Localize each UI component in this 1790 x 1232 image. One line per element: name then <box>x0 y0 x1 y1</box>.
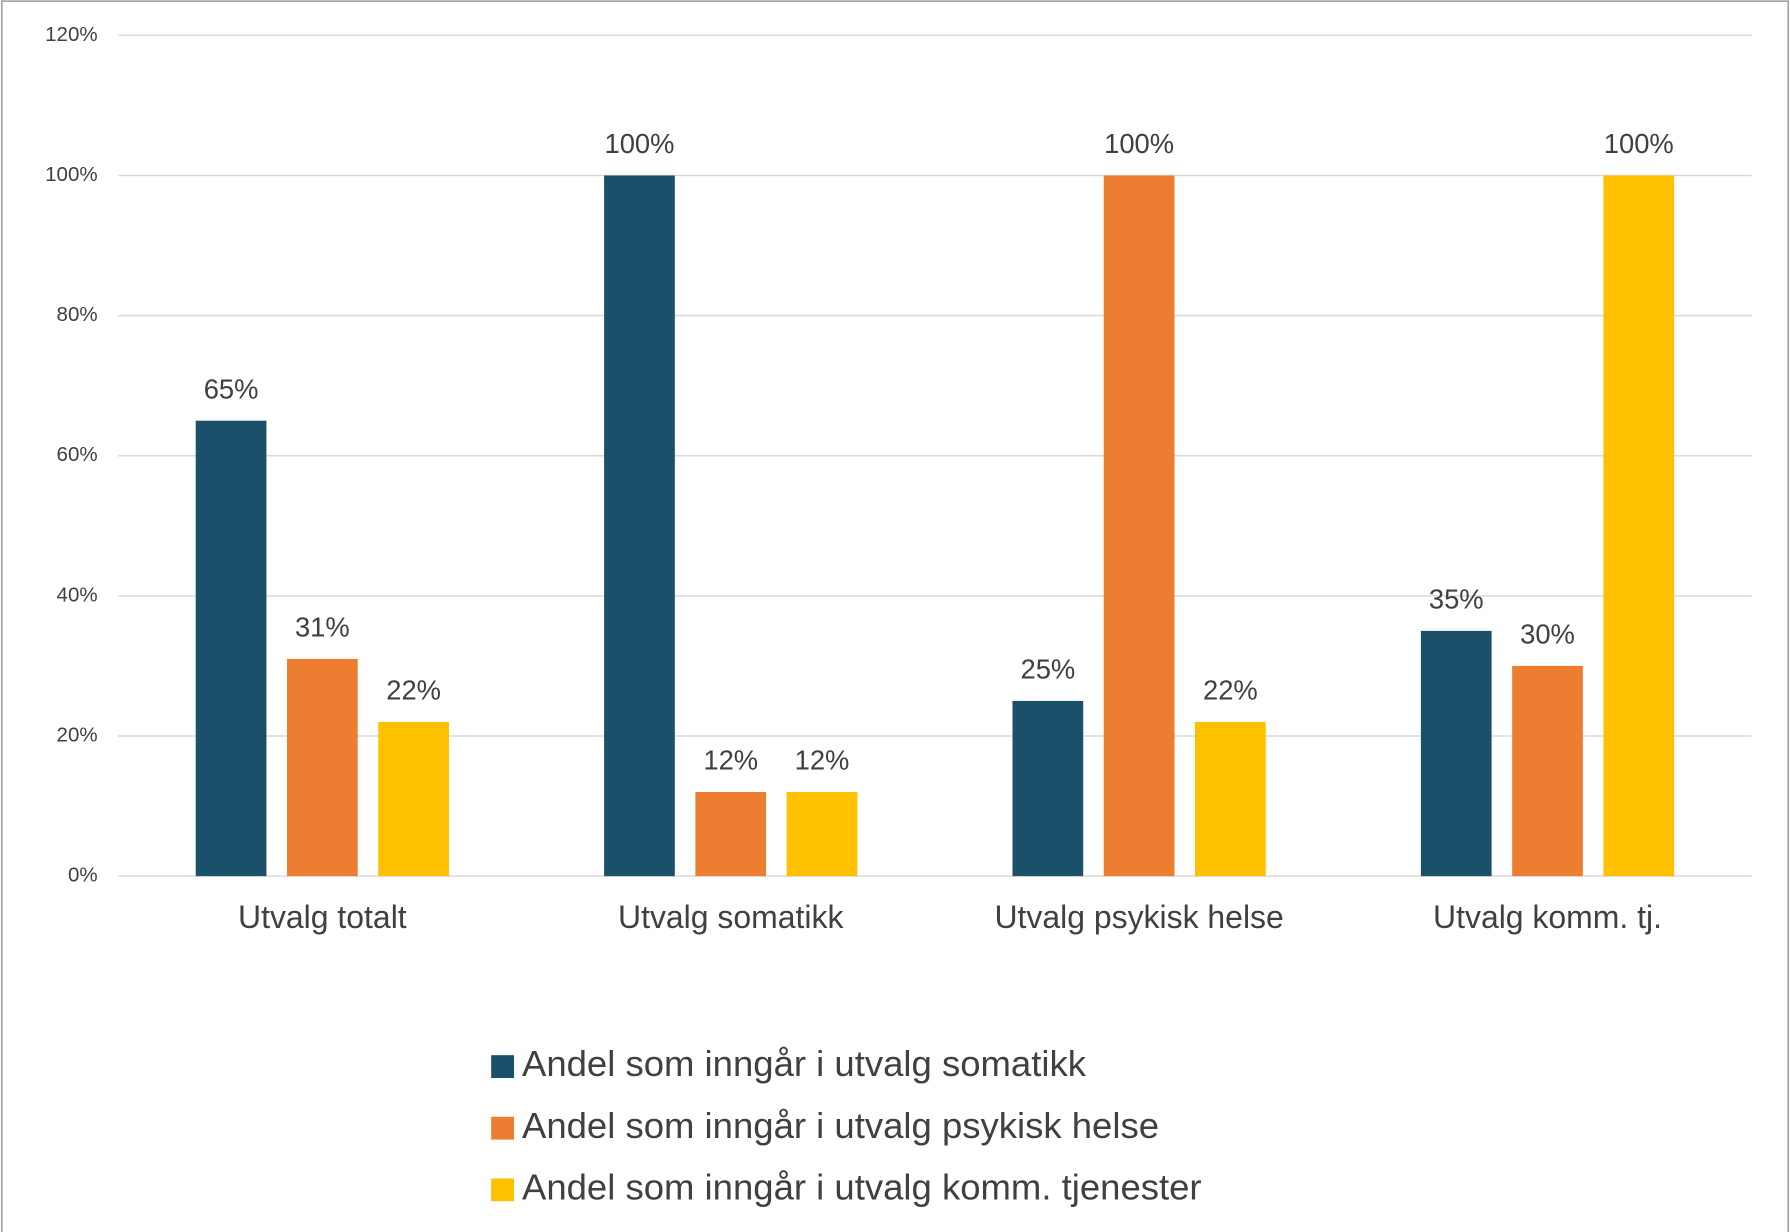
legend-label: Andel som inngår i utvalg somatikk <box>522 1043 1087 1084</box>
data-label: 100% <box>1604 128 1674 159</box>
legend-label: Andel som inngår i utvalg komm. tjeneste… <box>522 1166 1202 1207</box>
bar <box>1420 630 1492 877</box>
data-label: 25% <box>1020 654 1075 685</box>
data-label: 65% <box>204 373 259 404</box>
bar <box>1103 175 1175 877</box>
bar <box>1512 665 1583 877</box>
data-label: 35% <box>1429 583 1484 614</box>
bar <box>1603 175 1675 877</box>
bar <box>695 792 767 877</box>
bar <box>1195 721 1266 877</box>
x-tick-label: Utvalg somatikk <box>618 899 844 935</box>
y-tick-label: 60% <box>57 443 98 466</box>
bar <box>286 658 358 877</box>
y-tick-label: 120% <box>45 23 97 46</box>
data-label: 12% <box>703 745 758 776</box>
data-label: 22% <box>1203 675 1258 706</box>
y-tick-label: 0% <box>68 864 98 887</box>
legend-swatch <box>491 1116 514 1140</box>
legend-swatch <box>491 1055 514 1078</box>
data-label: 31% <box>295 611 350 642</box>
y-tick-label: 40% <box>57 583 98 606</box>
data-label: 30% <box>1520 618 1575 649</box>
legend-swatch <box>491 1178 514 1202</box>
x-tick-label: Utvalg psykisk helse <box>994 899 1283 935</box>
y-tick-label: 100% <box>45 163 97 186</box>
bar <box>378 721 449 877</box>
bar <box>1012 700 1084 877</box>
legend-label: Andel som inngår i utvalg psykisk helse <box>522 1105 1159 1146</box>
x-tick-label: Utvalg totalt <box>238 899 407 935</box>
data-label: 100% <box>604 128 674 159</box>
y-tick-label: 80% <box>57 303 98 326</box>
x-tick-label: Utvalg komm. tj. <box>1433 899 1662 935</box>
data-label: 12% <box>795 745 850 776</box>
bar <box>604 175 675 877</box>
bar <box>195 420 267 877</box>
bar <box>786 792 858 877</box>
data-label: 100% <box>1104 128 1174 159</box>
y-tick-label: 20% <box>57 723 98 746</box>
data-label: 22% <box>386 675 441 706</box>
